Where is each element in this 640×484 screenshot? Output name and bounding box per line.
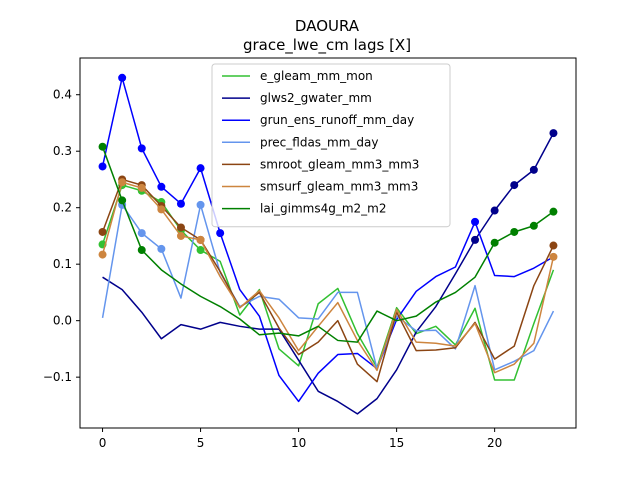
axes-layer: 0 5 10 15 20 −0.1 0.0 0.1 0.2 0.3 0.4	[43, 88, 502, 450]
legend-box	[211, 63, 451, 228]
data-point-grun_ens_runoff_mm_day	[216, 229, 225, 238]
data-point-smsurf_gleam_mm3_mm3	[137, 183, 146, 192]
legend-label-smsurf_gleam_mm3_mm3: smsurf_gleam_mm3_mm3	[260, 180, 418, 194]
x-tick-label: 20	[487, 436, 502, 450]
legend-label-grun_ens_runoff_mm_day: grun_ens_runoff_mm_day	[260, 113, 414, 127]
data-point-smsurf_gleam_mm3_mm3	[196, 235, 205, 244]
data-point-glws2_gwater_mm	[471, 235, 480, 244]
data-point-prec_fldas_mm_day	[137, 229, 146, 238]
data-point-glws2_gwater_mm	[490, 206, 499, 215]
plot-frame	[79, 57, 577, 429]
data-point-smroot_gleam_mm3_mm3	[549, 241, 558, 250]
data-point-smroot_gleam_mm3_mm3	[176, 223, 185, 232]
legend-label-e_gleam_mm_mon: e_gleam_mm_mon	[260, 69, 373, 83]
data-point-smroot_gleam_mm3_mm3	[98, 227, 107, 236]
data-point-smsurf_gleam_mm3_mm3	[98, 250, 107, 259]
data-point-lai_gimms4g_m2_m2	[118, 196, 127, 205]
y-tick-label: 0.4	[53, 88, 72, 102]
legend-label-smroot_gleam_mm3_mm3: smroot_gleam_mm3_mm3	[260, 157, 419, 171]
y-tick-label: 0.2	[53, 201, 72, 215]
series-line-grun_ens_runoff_mm_day	[101, 77, 554, 403]
data-point-lai_gimms4g_m2_m2	[137, 246, 146, 255]
data-point-lai_gimms4g_m2_m2	[529, 221, 538, 230]
data-point-glws2_gwater_mm	[549, 129, 558, 138]
x-tick-label: 15	[389, 436, 404, 450]
data-point-grun_ens_runoff_mm_day	[157, 182, 166, 191]
data-point-grun_ens_runoff_mm_day	[98, 162, 107, 171]
legend-label-glws2_gwater_mm: glws2_gwater_mm	[260, 91, 372, 105]
series-line-smroot_gleam_mm3_mm3	[101, 178, 555, 383]
legend: e_gleam_mm_mon glws2_gwater_mm grun_ens_ru…	[211, 63, 451, 228]
data-point-prec_fldas_mm_day	[196, 200, 205, 209]
data-point-grun_ens_runoff_mm_day	[196, 164, 205, 173]
series-line-prec_fldas_mm_day	[101, 204, 555, 371]
data-point-grun_ens_runoff_mm_day	[471, 217, 480, 226]
data-point-lai_gimms4g_m2_m2	[490, 238, 499, 247]
y-tick-label: 0.3	[53, 144, 72, 158]
plot-layer	[98, 73, 558, 415]
data-point-grun_ens_runoff_mm_day	[176, 199, 185, 208]
data-point-lai_gimms4g_m2_m2	[549, 207, 558, 216]
legend-label-prec_fldas_mm_day: prec_fldas_mm_day	[260, 135, 379, 149]
data-point-lai_gimms4g_m2_m2	[98, 142, 107, 151]
y-tick-label: 0.0	[53, 314, 72, 328]
chart-title: DAOURA	[295, 17, 360, 35]
data-point-grun_ens_runoff_mm_day	[137, 144, 146, 153]
x-tick-label: 5	[197, 436, 205, 450]
series-line-glws2_gwater_mm	[102, 132, 555, 415]
data-point-glws2_gwater_mm	[529, 165, 538, 174]
x-tick-label: 10	[291, 436, 306, 450]
y-tick-label: 0.1	[53, 257, 72, 271]
data-point-smsurf_gleam_mm3_mm3	[157, 205, 166, 214]
data-point-e_gleam_mm_mon	[196, 246, 205, 255]
data-point-lai_gimms4g_m2_m2	[510, 227, 519, 236]
legend-label-lai_gimms4g_m2_m2: lai_gimms4g_m2_m2	[260, 202, 387, 216]
data-point-smsurf_gleam_mm3_mm3	[118, 178, 127, 187]
series-line-lai_gimms4g_m2_m2	[101, 146, 554, 343]
data-point-prec_fldas_mm_day	[157, 244, 166, 253]
data-point-glws2_gwater_mm	[510, 181, 519, 190]
data-point-smsurf_gleam_mm3_mm3	[549, 252, 558, 261]
data-point-grun_ens_runoff_mm_day	[118, 73, 127, 82]
x-tick-label: 0	[99, 436, 107, 450]
chart-subtitle: grace_lwe_cm lags [X]	[243, 36, 411, 55]
series-line-smsurf_gleam_mm3_mm3	[101, 181, 555, 374]
y-tick-label: −0.1	[43, 370, 72, 384]
data-point-smsurf_gleam_mm3_mm3	[176, 231, 185, 240]
